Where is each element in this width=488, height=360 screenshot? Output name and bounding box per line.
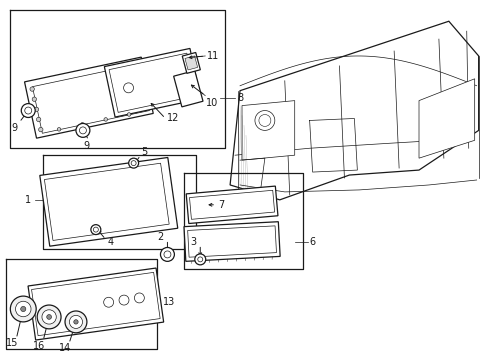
Polygon shape: [184, 56, 197, 70]
Polygon shape: [186, 186, 277, 224]
Polygon shape: [104, 49, 200, 117]
Polygon shape: [40, 157, 178, 246]
Circle shape: [65, 311, 87, 333]
Circle shape: [39, 127, 43, 132]
Circle shape: [16, 301, 31, 317]
Text: 7: 7: [218, 200, 224, 210]
Text: 5: 5: [142, 147, 147, 157]
Circle shape: [21, 104, 35, 117]
Circle shape: [81, 123, 84, 126]
Circle shape: [69, 315, 82, 328]
Text: 13: 13: [162, 297, 174, 307]
Circle shape: [197, 257, 203, 262]
Text: 10: 10: [206, 98, 218, 108]
Circle shape: [32, 97, 37, 102]
Circle shape: [30, 87, 34, 91]
Circle shape: [37, 117, 41, 122]
Circle shape: [10, 296, 36, 322]
Text: 6: 6: [309, 237, 315, 247]
Polygon shape: [230, 21, 478, 200]
Circle shape: [123, 83, 133, 93]
Circle shape: [57, 127, 61, 131]
Circle shape: [76, 123, 90, 137]
Circle shape: [20, 306, 26, 311]
Polygon shape: [242, 100, 294, 160]
Circle shape: [104, 118, 107, 121]
Circle shape: [258, 114, 270, 126]
Polygon shape: [32, 64, 149, 133]
Circle shape: [254, 111, 274, 130]
Text: 15: 15: [6, 338, 19, 348]
Text: 3: 3: [190, 237, 196, 247]
Polygon shape: [182, 53, 200, 73]
Circle shape: [131, 161, 136, 166]
Circle shape: [42, 310, 56, 324]
Text: 1: 1: [25, 195, 31, 205]
Circle shape: [163, 251, 171, 258]
Circle shape: [103, 297, 113, 307]
Circle shape: [127, 113, 131, 116]
Circle shape: [93, 227, 98, 232]
Circle shape: [134, 293, 144, 303]
Text: 9: 9: [11, 123, 18, 134]
Circle shape: [47, 315, 51, 319]
Polygon shape: [28, 268, 163, 340]
Text: 8: 8: [237, 93, 243, 103]
Circle shape: [25, 107, 32, 114]
Polygon shape: [24, 57, 153, 138]
Polygon shape: [183, 222, 280, 261]
Text: 11: 11: [207, 51, 219, 61]
Circle shape: [194, 254, 205, 265]
Polygon shape: [109, 53, 196, 112]
Circle shape: [119, 295, 129, 305]
Circle shape: [128, 158, 138, 168]
Text: 12: 12: [167, 113, 180, 123]
Text: 2: 2: [157, 231, 163, 242]
Circle shape: [37, 305, 61, 329]
Circle shape: [74, 320, 78, 324]
Polygon shape: [44, 163, 169, 240]
Circle shape: [34, 107, 39, 112]
Text: 4: 4: [107, 237, 114, 247]
Text: 14: 14: [59, 343, 71, 353]
Polygon shape: [173, 71, 203, 107]
Text: 9: 9: [83, 141, 89, 151]
Polygon shape: [32, 273, 160, 336]
Polygon shape: [418, 79, 474, 158]
Circle shape: [160, 247, 174, 261]
Circle shape: [79, 127, 86, 134]
Text: 16: 16: [33, 341, 45, 351]
Polygon shape: [187, 226, 276, 257]
Circle shape: [91, 225, 101, 235]
Polygon shape: [189, 190, 274, 219]
